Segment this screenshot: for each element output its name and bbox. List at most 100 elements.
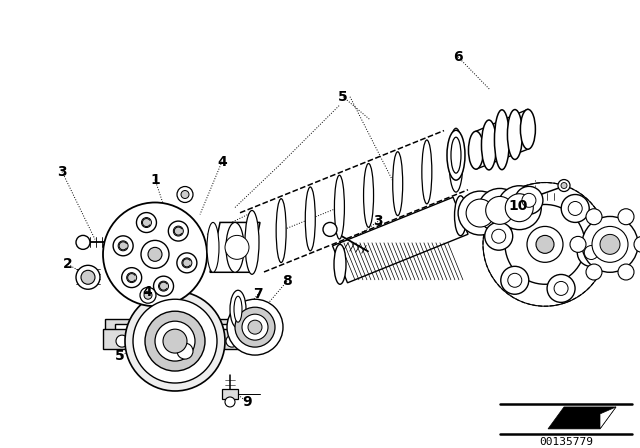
Text: 00135779: 00135779 [539,437,593,447]
Text: 4: 4 [142,285,152,299]
Text: 6: 6 [453,50,463,64]
Circle shape [466,199,494,227]
Circle shape [141,218,152,228]
Circle shape [527,226,563,263]
Circle shape [582,216,638,272]
Ellipse shape [508,110,522,159]
Circle shape [586,209,602,225]
Circle shape [558,180,570,191]
Circle shape [154,276,173,296]
Ellipse shape [276,199,286,263]
Circle shape [103,202,207,306]
Circle shape [248,320,262,334]
Circle shape [81,270,95,284]
Circle shape [570,237,586,252]
Circle shape [76,235,90,250]
Circle shape [508,273,522,287]
Ellipse shape [449,128,463,192]
Text: 10: 10 [508,199,528,213]
Circle shape [577,238,605,267]
Circle shape [177,343,193,359]
Ellipse shape [305,187,316,251]
Ellipse shape [451,137,461,173]
Bar [103,329,141,349]
Circle shape [500,266,529,294]
Circle shape [226,335,238,347]
Ellipse shape [520,109,536,149]
Ellipse shape [226,222,244,272]
Text: 3: 3 [373,215,383,228]
Circle shape [173,226,183,236]
Polygon shape [600,407,616,429]
Circle shape [177,253,197,273]
Circle shape [505,194,533,222]
Circle shape [634,237,640,252]
Circle shape [568,202,582,215]
Ellipse shape [495,110,509,170]
Circle shape [458,191,502,235]
Text: 5: 5 [338,90,348,104]
Circle shape [76,265,100,289]
Circle shape [140,287,156,303]
Circle shape [113,236,133,256]
Polygon shape [210,222,260,272]
Text: 9: 9 [242,395,252,409]
Bar [222,389,238,399]
Circle shape [618,264,634,280]
Ellipse shape [468,131,483,169]
Circle shape [118,241,128,251]
Circle shape [177,186,193,202]
Ellipse shape [393,152,403,215]
Circle shape [148,247,162,261]
Circle shape [486,196,514,224]
Ellipse shape [230,290,246,328]
Circle shape [497,186,541,230]
Ellipse shape [334,244,346,284]
Text: 8: 8 [282,274,292,288]
Circle shape [163,329,187,353]
Circle shape [484,222,513,250]
Circle shape [136,213,156,233]
Circle shape [159,281,168,291]
Circle shape [227,299,283,355]
Circle shape [536,235,554,254]
Circle shape [618,209,634,225]
Circle shape [515,186,543,214]
Circle shape [522,194,536,207]
Circle shape [225,397,235,407]
Circle shape [561,182,567,189]
Text: 7: 7 [253,287,263,301]
Text: 4: 4 [217,155,227,168]
Ellipse shape [207,222,219,272]
Ellipse shape [364,164,374,227]
Ellipse shape [422,140,432,204]
Circle shape [492,229,506,243]
Text: 5: 5 [115,349,125,363]
Ellipse shape [447,130,465,180]
Circle shape [323,222,337,237]
Circle shape [145,311,205,371]
Polygon shape [105,319,250,334]
Ellipse shape [454,196,467,236]
Ellipse shape [234,296,242,322]
Text: 2: 2 [63,257,73,271]
Circle shape [225,235,249,259]
Circle shape [133,299,217,383]
Circle shape [144,291,152,299]
Circle shape [116,335,128,347]
Ellipse shape [335,175,344,239]
Circle shape [586,264,602,280]
Ellipse shape [481,120,497,170]
Circle shape [141,241,169,268]
Bar [213,329,251,349]
Circle shape [125,291,225,391]
Circle shape [600,234,620,254]
Text: 1: 1 [150,172,160,186]
Circle shape [168,221,188,241]
Ellipse shape [245,211,259,274]
Circle shape [182,258,192,268]
Circle shape [122,267,141,288]
Circle shape [561,194,589,222]
Circle shape [547,275,575,302]
Circle shape [242,314,268,340]
